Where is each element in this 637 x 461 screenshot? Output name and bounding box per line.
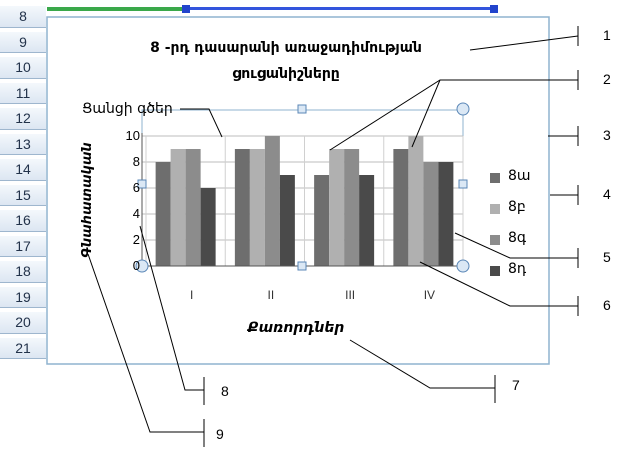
bar[interactable] xyxy=(314,175,330,266)
chart-title[interactable]: 8 -րդ դասարանի առաջադիմության ցուցանիշնե… xyxy=(150,40,422,82)
legend-label: 8գ xyxy=(508,230,527,246)
y-tick-label: 2 xyxy=(132,232,140,247)
row-number[interactable]: 15 xyxy=(0,184,46,207)
bar[interactable] xyxy=(170,149,186,266)
bar[interactable] xyxy=(155,162,171,266)
bar[interactable] xyxy=(423,162,439,266)
y-axis-title[interactable]: Գնահատական xyxy=(80,142,95,258)
callout-number: 9 xyxy=(216,426,224,442)
bar[interactable] xyxy=(249,149,265,266)
y-tick-label: 4 xyxy=(132,206,140,221)
x-axis-title[interactable]: Քառորդներ xyxy=(247,320,345,336)
legend-swatch xyxy=(490,204,500,214)
legend-item[interactable]: 8բ xyxy=(490,199,550,221)
legend-swatch xyxy=(490,266,500,276)
plot-handle[interactable] xyxy=(137,179,147,189)
row-number[interactable]: 12 xyxy=(0,108,46,130)
bar[interactable] xyxy=(344,149,360,266)
selection-grip[interactable] xyxy=(490,5,498,13)
row-number[interactable]: 11 xyxy=(0,82,46,105)
callout-number: 3 xyxy=(603,127,611,143)
row-number[interactable]: 13 xyxy=(0,133,46,156)
legend-label: 8ա xyxy=(508,168,531,184)
gridlines-label: Ցանցի գծեր xyxy=(82,101,173,117)
row-number[interactable]: 14 xyxy=(0,159,46,181)
row-number[interactable]: 20 xyxy=(0,312,46,334)
plot-handle[interactable] xyxy=(456,102,470,116)
plot-handle[interactable] xyxy=(458,179,468,189)
chart-area-frame xyxy=(46,16,550,365)
selection-grip[interactable] xyxy=(182,5,190,13)
row-number[interactable]: 17 xyxy=(0,235,46,258)
y-tick-label: 6 xyxy=(132,180,140,195)
plot-handle[interactable] xyxy=(297,261,307,271)
y-tick-label: 10 xyxy=(125,128,140,143)
row-number[interactable]: 16 xyxy=(0,210,46,232)
legend-swatch xyxy=(490,235,500,245)
bar[interactable] xyxy=(185,149,201,266)
x-tick-label: III xyxy=(345,288,356,302)
callout-number: 6 xyxy=(603,297,611,313)
row-number[interactable]: 18 xyxy=(0,261,46,283)
plot-handle[interactable] xyxy=(456,259,470,273)
callout-leaders xyxy=(87,26,579,447)
callout-number: 8 xyxy=(221,383,229,399)
legend-item[interactable]: 8դ xyxy=(490,261,550,283)
x-tick-label: II xyxy=(267,288,275,302)
row-number[interactable]: 8 xyxy=(0,6,46,28)
legend-item[interactable]: 8ա xyxy=(490,168,550,190)
row-number[interactable]: 19 xyxy=(0,286,46,309)
callout-number: 4 xyxy=(603,186,611,202)
legend-swatch xyxy=(490,173,500,183)
x-tick-label: IV xyxy=(423,288,436,302)
bar[interactable] xyxy=(200,188,216,266)
bar[interactable] xyxy=(264,136,280,266)
plot-handle[interactable] xyxy=(297,104,307,114)
row-number[interactable]: 10 xyxy=(0,57,46,79)
bar[interactable] xyxy=(279,175,295,266)
row-number[interactable]: 21 xyxy=(0,337,46,360)
y-tick-label: 8 xyxy=(132,154,140,169)
row-number[interactable]: 9 xyxy=(0,31,46,54)
bars xyxy=(155,136,454,266)
spreadsheet-cell-edge xyxy=(190,7,490,10)
bar[interactable] xyxy=(438,162,454,266)
bar[interactable] xyxy=(234,149,250,266)
callout-number: 1 xyxy=(603,27,611,43)
bar[interactable] xyxy=(408,136,424,266)
legend-item[interactable]: 8գ xyxy=(490,230,550,252)
plot-handle[interactable] xyxy=(135,259,149,273)
bar[interactable] xyxy=(359,175,375,266)
callout-number: 7 xyxy=(512,377,520,393)
y-tick-label: 0 xyxy=(132,258,140,273)
legend-label: 8բ xyxy=(508,199,526,215)
bar[interactable] xyxy=(329,149,345,266)
spreadsheet-cell-edge xyxy=(47,7,182,11)
legend-label: 8դ xyxy=(508,261,527,277)
callout-number: 2 xyxy=(603,71,611,87)
x-tick-label: I xyxy=(189,288,194,302)
bar[interactable] xyxy=(393,149,409,266)
callout-number: 5 xyxy=(603,249,611,265)
